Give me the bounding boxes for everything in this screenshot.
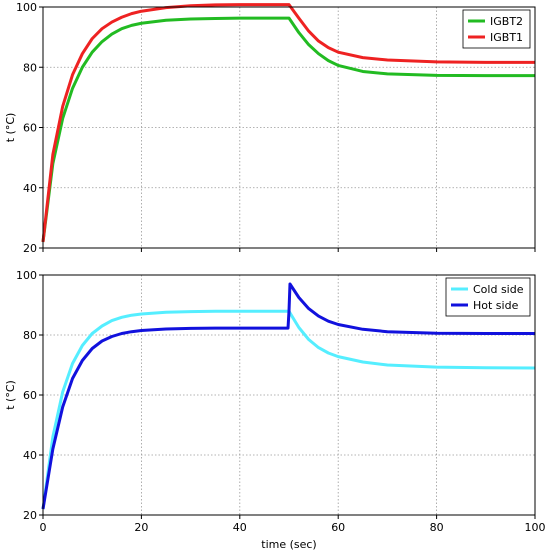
y-tick-label: 40 [23, 449, 37, 462]
legend-label-1: Hot side [473, 299, 519, 312]
series-line-1 [41, 282, 535, 510]
legend-label-0: IGBT2 [490, 15, 523, 28]
y-tick-label: 60 [23, 122, 37, 135]
series-line-0 [41, 16, 535, 243]
legend-box [462, 9, 531, 49]
y-tick-label: 20 [23, 509, 37, 522]
top-chart: 20 40 60 80 100 t (°C) IGBT2 IGBT1 [4, 1, 536, 255]
x-axis-label: time (sec) [261, 538, 316, 551]
legend-box [445, 277, 531, 317]
x-tick-label: 100 [525, 521, 546, 534]
y-tick-label: 40 [23, 182, 37, 195]
y-tick-label: 60 [23, 389, 37, 402]
y-tick-label: 80 [23, 61, 37, 74]
legend: Cold side Hot side [445, 277, 531, 317]
y-tick-label: 100 [16, 269, 37, 282]
y-axis-label: t (°C) [4, 113, 17, 143]
y-axis-label: t (°C) [4, 380, 17, 410]
legend-label-1: IGBT1 [490, 31, 523, 44]
series-line-0 [41, 309, 536, 510]
series-line-1 [41, 3, 535, 243]
y-tick-label: 20 [23, 242, 37, 255]
x-tick-label: 20 [134, 521, 148, 534]
legend: IGBT2 IGBT1 [462, 9, 531, 49]
legend-label-0: Cold side [473, 283, 524, 296]
x-tick-label: 40 [233, 521, 247, 534]
x-tick-label: 60 [331, 521, 345, 534]
y-tick-label: 100 [16, 1, 37, 14]
x-tick-label: 80 [430, 521, 444, 534]
y-tick-label: 80 [23, 329, 37, 342]
x-tick-label: 0 [40, 521, 47, 534]
